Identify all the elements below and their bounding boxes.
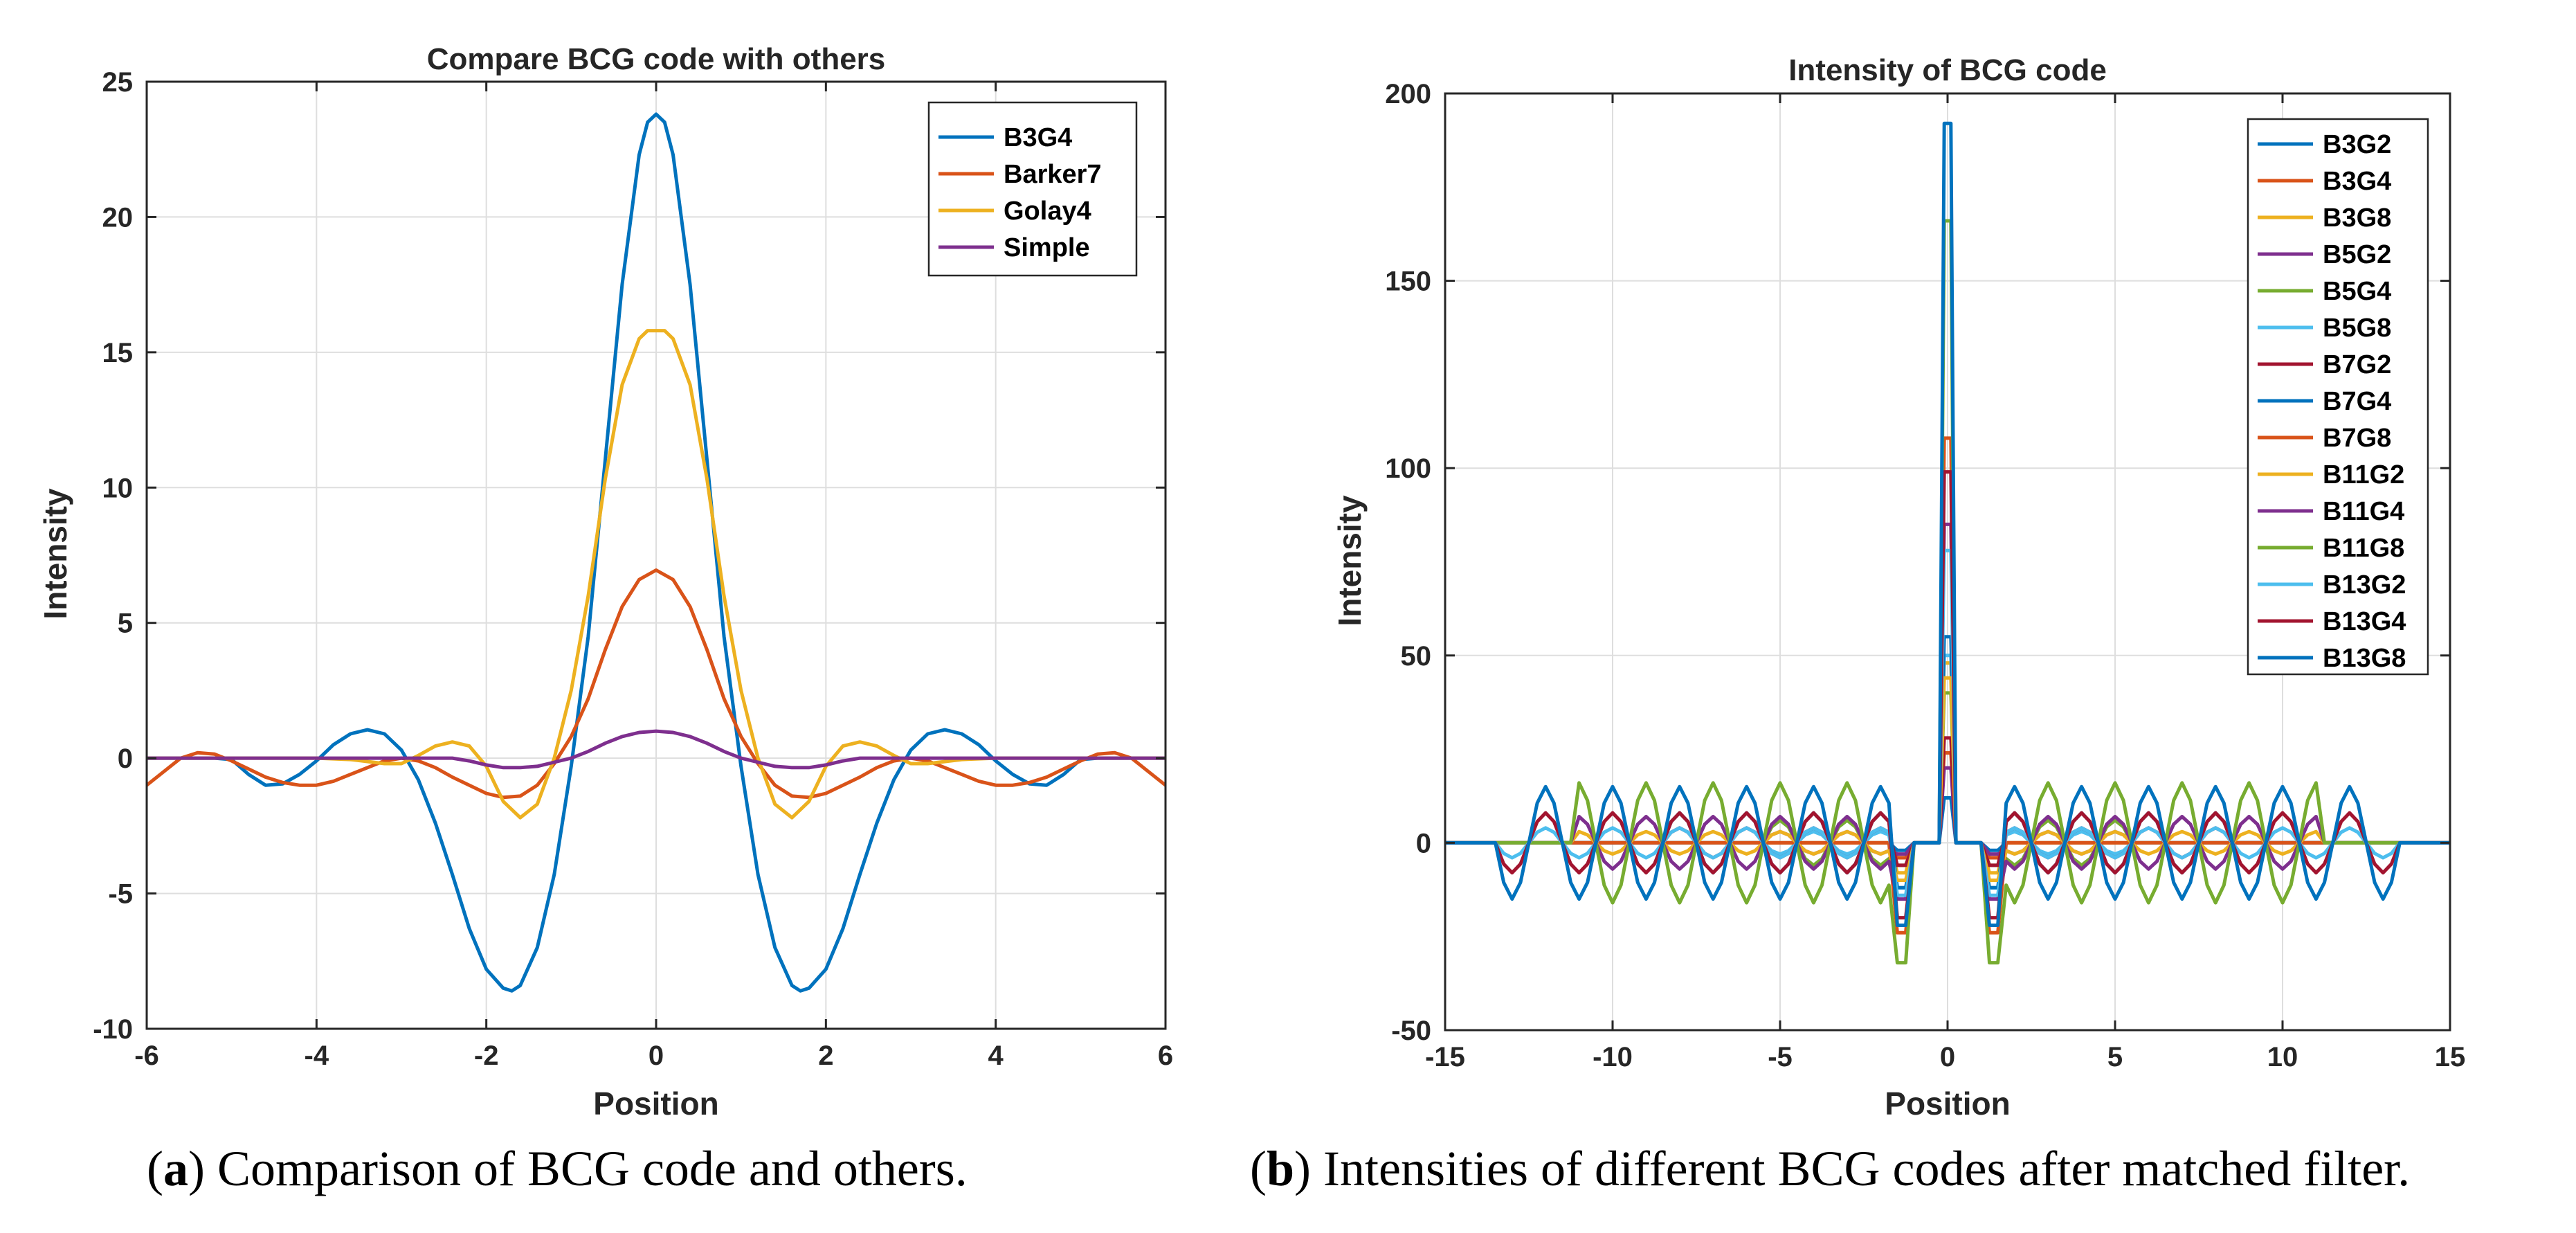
chart-b-xtick-label: -10 — [1593, 1042, 1633, 1072]
chart-a-series — [147, 112, 1165, 993]
chart-b-legend-label: B13G2 — [2323, 570, 2406, 600]
chart-b-series — [1445, 121, 2450, 965]
chart-a-series-golay4 — [147, 329, 1165, 820]
chart-b-legend-label: B11G8 — [2323, 534, 2404, 563]
chart-b-xtick-label: 10 — [2267, 1042, 2298, 1072]
chart-a-xtick-label: 2 — [818, 1041, 833, 1071]
chart-b-legend: B3G2 B3G4 B3G8 B5G2 B5G4 B5G8 B7G2 B7G4 B7G8 B11G… — [2247, 118, 2429, 676]
chart-b-xtick-label: 15 — [2435, 1042, 2466, 1072]
chart-b-legend-label: B7G8 — [2323, 424, 2391, 453]
chart-a-lines — [147, 112, 1165, 993]
chart-a-ytick-label: 0 — [118, 744, 133, 774]
chart-a-ytick-label: 20 — [102, 202, 134, 233]
chart-b-series-b13g4 — [1445, 470, 2450, 920]
chart-a-xtick-label: 0 — [648, 1041, 664, 1071]
chart-b-legend-label: B13G4 — [2323, 607, 2406, 636]
caption-b-label: b — [1267, 1141, 1294, 1196]
chart-a-xtick-label: 6 — [1158, 1041, 1173, 1071]
chart-a-title: Compare BCG code with others — [427, 42, 886, 76]
chart-b-xtick-label: -15 — [1425, 1042, 1465, 1072]
chart-b-ytick-label: 200 — [1385, 79, 1431, 109]
chart-b-legend-label: B13G8 — [2323, 644, 2406, 673]
chart-a-ytick-label: 10 — [102, 473, 134, 503]
chart-a-ytick-label: 5 — [118, 609, 133, 639]
chart-a-legend-label: Barker7 — [1004, 160, 1102, 189]
chart-b-ytick-label: -50 — [1391, 1016, 1431, 1046]
chart-a-ylabel: Intensity — [37, 488, 73, 620]
chart-a-series-simple — [147, 729, 1165, 770]
chart-b-series-b13g2 — [1445, 548, 2450, 897]
chart-b-ytick-label: 50 — [1401, 641, 1432, 672]
chart-a-xtick-label: 4 — [988, 1041, 1004, 1071]
chart-b-ytick-label: 150 — [1385, 267, 1431, 297]
chart-b-legend-label: B7G4 — [2323, 387, 2391, 416]
chart-b-xtick-label: 0 — [1940, 1042, 1955, 1072]
chart-b-lines — [1445, 121, 2450, 965]
chart-a-ytick-label: -5 — [108, 879, 133, 910]
chart-b-legend-label: B5G2 — [2323, 240, 2391, 269]
chart-b-series-b11g4 — [1445, 522, 2450, 901]
chart-a-xtick-label: -4 — [305, 1041, 329, 1071]
chart-b-series-b7g8 — [1445, 436, 2450, 935]
chart-b-ylabel: Intensity — [1332, 495, 1368, 627]
chart-a-xtick-label: -2 — [474, 1041, 499, 1071]
caption-a: (a) Comparison of BCG code and others. — [147, 1141, 968, 1196]
chart-a-xlabel: Position — [593, 1086, 718, 1122]
chart-b-legend-label: B3G4 — [2323, 167, 2391, 196]
caption-a-label: a — [163, 1141, 188, 1196]
chart-a-legend: B3G4 Barker7 Golay4 Simple — [927, 101, 1138, 277]
chart-a-ytick-label: 25 — [102, 67, 134, 98]
chart-a-ticks: -6 -4 -2 0 2 4 6 -10 -5 0 5 10 15 20 25 — [93, 67, 1173, 1071]
caption-b-text: Intensities of different BCG codes after… — [1311, 1141, 2410, 1196]
chart-a-xtick-label: -6 — [134, 1041, 159, 1071]
chart-b-ytick-label: 0 — [1416, 828, 1431, 858]
chart-b-series-b11g8 — [1445, 219, 2450, 965]
chart-a-ytick-label: -10 — [93, 1014, 133, 1045]
chart-b-series-b11g2 — [1445, 676, 2450, 882]
chart-a-series-barker7 — [147, 568, 1165, 800]
chart-b-legend-label: B5G4 — [2323, 277, 2391, 306]
chart-a-legend-label: B3G4 — [1004, 123, 1072, 152]
chart-b-legend-label: B7G2 — [2323, 350, 2391, 379]
chart-a-ytick-label: 15 — [102, 338, 134, 368]
chart-b-title: Intensity of BCG code — [1788, 53, 2107, 87]
chart-a-legend-label: Golay4 — [1004, 197, 1091, 226]
chart-b-legend-box — [2247, 118, 2429, 676]
chart-b-xlabel: Position — [1885, 1086, 2010, 1122]
chart-b-xtick-label: -5 — [1768, 1042, 1793, 1072]
chart-a: -6 -4 -2 0 2 4 6 -10 -5 0 5 10 15 20 25 Compare BCG co… — [37, 42, 1173, 1122]
chart-b-ytick-label: 100 — [1385, 453, 1431, 484]
chart-a-series-b3g4 — [147, 112, 1165, 993]
chart-b-legend-label: B11G2 — [2323, 460, 2404, 489]
chart-b-legend-label: B3G8 — [2323, 204, 2391, 233]
chart-b-legend-label: B11G4 — [2323, 497, 2404, 526]
chart-b-xtick-label: 5 — [2107, 1042, 2123, 1072]
caption-a-text: Comparison of BCG code and others. — [205, 1141, 968, 1196]
caption-b: (b) Intensities of different BCG codes a… — [1250, 1141, 2410, 1196]
chart-b-series-b13g8 — [1445, 121, 2450, 927]
chart-a-legend-label: Simple — [1004, 233, 1090, 262]
chart-b-legend-label: B5G8 — [2323, 314, 2391, 343]
chart-b-legend-label: B3G2 — [2323, 130, 2391, 159]
